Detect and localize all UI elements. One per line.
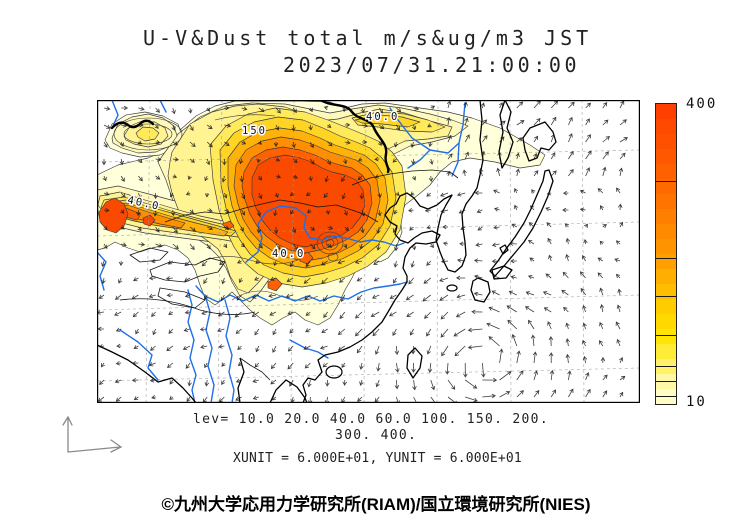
colorbar-band <box>656 239 676 255</box>
colorbar-band <box>656 134 676 150</box>
colorbar-level-line <box>656 334 676 336</box>
bold-line-layer <box>110 100 390 174</box>
colorbar-band <box>656 179 676 195</box>
colorbar-level-line <box>656 180 676 182</box>
colorbar-band <box>656 119 676 135</box>
colorbar-level-line <box>656 396 676 398</box>
contour-label-40-south: 40.0 <box>272 248 305 260</box>
colorbar-band <box>656 344 676 360</box>
colorbar-max-label: 400 <box>686 96 718 112</box>
colorbar-band <box>656 329 676 345</box>
colorbar-band <box>656 164 676 180</box>
contour-levels-caption-line1: lev= 10.0 20.0 40.0 60.0 100. 150. 200. <box>193 412 549 427</box>
contour-label-40-northeast: 40.0 <box>366 111 399 123</box>
colorbar-band <box>656 314 676 330</box>
y-axis-arrow <box>62 415 73 453</box>
colorbar-band <box>656 284 676 300</box>
colorbar-level-line <box>656 380 676 382</box>
colorbar-band <box>656 104 676 120</box>
colorbar-level-line <box>656 365 676 367</box>
border-layer <box>119 169 459 381</box>
axis-orientation-arrows <box>62 415 123 453</box>
map-canvas: 150 40.0 40.0 40.0 <box>97 100 640 403</box>
copyright-line: ©九州大学応用力学研究所(RIAM)/国立環境研究所(NIES) <box>161 495 591 514</box>
figure-title-line1: U-V&Dust total m/s&ug/m3 JST <box>143 26 593 50</box>
colorbar-band <box>656 299 676 315</box>
colorbar-level-line <box>656 257 676 259</box>
units-caption: XUNIT = 6.000E+01, YUNIT = 6.000E+01 <box>233 451 522 466</box>
colorbar-band <box>656 194 676 210</box>
contour-levels-caption-line2: 300. 400. <box>335 428 418 443</box>
contour-label-150: 150 <box>242 125 267 137</box>
colorbar <box>655 103 677 405</box>
colorbar-band <box>656 209 676 225</box>
colorbar-band <box>656 254 676 270</box>
map-frame <box>97 100 640 403</box>
colorbar-band <box>656 224 676 240</box>
colorbar-level-line <box>656 296 676 298</box>
dust-fill-layer <box>97 100 546 326</box>
figure-title-line2: 2023/07/31.21:00:00 <box>283 53 581 77</box>
colorbar-band <box>656 359 676 375</box>
colorbar-band <box>656 269 676 285</box>
extra-contour-layer <box>113 114 344 301</box>
x-axis-arrow <box>67 439 123 453</box>
colorbar-band <box>656 149 676 165</box>
contour-label-layer: 150 40.0 40.0 40.0 <box>125 110 399 262</box>
colorbar-min-label: 10 <box>686 394 707 410</box>
